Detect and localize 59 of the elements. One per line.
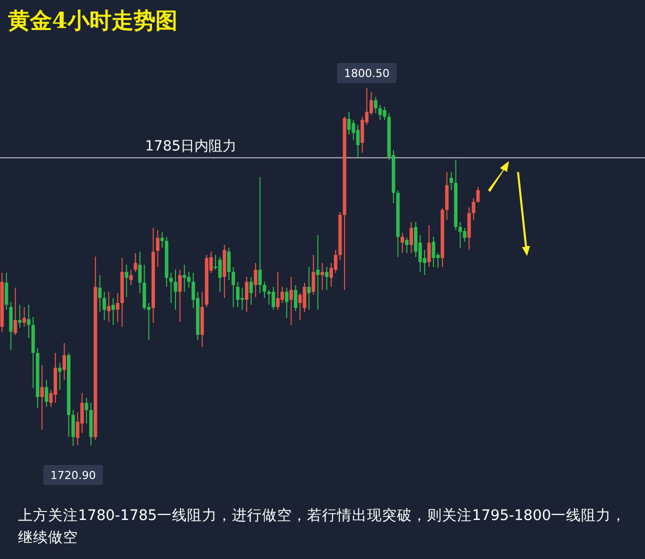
text: 上方关注1780-1785一线阻力，进行做空，若行情出现突破，则关注1795-1800一线阻力，继续做空 <box>18 506 628 548</box>
candlestick <box>138 251 142 294</box>
candlestick <box>258 176 262 294</box>
candlestick <box>169 272 173 304</box>
candlestick <box>312 254 316 296</box>
candlestick <box>254 262 258 298</box>
candlestick <box>84 397 88 424</box>
candlestick <box>276 271 280 310</box>
candlestick <box>40 364 44 430</box>
candlestick <box>405 237 409 254</box>
annotation: 1720.90 <box>50 469 96 482</box>
candlestick <box>240 287 244 310</box>
candlestick <box>410 222 414 254</box>
candlestick <box>325 266 328 290</box>
candlestick <box>218 256 222 292</box>
candlestick <box>249 276 253 306</box>
candlestick <box>18 304 22 328</box>
candlestick <box>382 106 386 120</box>
candlestick <box>427 224 431 268</box>
candlestick <box>178 269 182 322</box>
candlestick <box>26 304 30 339</box>
candlestick <box>58 362 62 390</box>
candlestick <box>124 264 128 298</box>
candlestick <box>227 247 231 281</box>
candlestick <box>462 227 466 242</box>
candlestick <box>450 172 454 191</box>
candlestick <box>262 281 266 299</box>
candlestick <box>320 262 324 290</box>
candlestick <box>294 284 298 312</box>
chart-title: 黄金4小时走势图 <box>8 7 178 36</box>
candlestick <box>116 292 120 322</box>
candlestick <box>160 231 164 248</box>
candlestick <box>236 281 240 308</box>
candlestick <box>244 276 248 312</box>
candlestick <box>400 232 404 254</box>
candlestick <box>102 291 106 321</box>
candlestick <box>472 198 476 220</box>
candlestick <box>134 252 138 272</box>
annotation: 1800.50 <box>344 67 390 80</box>
candlestick <box>107 291 110 322</box>
candlestick <box>98 274 102 312</box>
candlestick <box>284 287 288 318</box>
candlestick <box>156 230 160 268</box>
candlestick <box>22 306 26 328</box>
candlestick <box>360 116 364 154</box>
candlestick <box>111 298 115 326</box>
candlestick <box>289 276 293 326</box>
candlestick <box>232 266 236 308</box>
candlestick <box>62 342 66 380</box>
candlestick <box>71 410 75 446</box>
candlestick <box>267 289 271 306</box>
candlestick <box>374 96 378 114</box>
candlestick <box>4 272 8 310</box>
ref-line-label: 1785日内阻力 <box>145 138 237 155</box>
candlestick <box>316 234 320 310</box>
candlestick <box>14 287 18 336</box>
candlestick <box>352 119 356 141</box>
candlestick <box>307 266 311 310</box>
candlestick <box>182 264 186 292</box>
